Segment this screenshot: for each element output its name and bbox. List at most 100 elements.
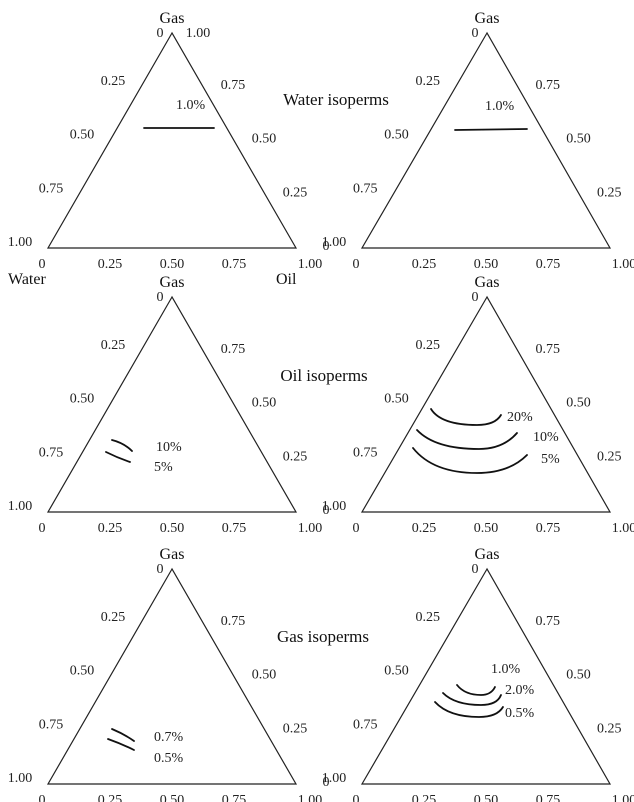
bottom-axis-tick: 0.25 (412, 793, 437, 802)
right-axis-tick: 0 (323, 775, 330, 790)
left-axis-tick: 0.25 (101, 338, 126, 353)
bottom-axis-tick: 1.00 (612, 257, 634, 272)
apex-value-left: 0 (472, 290, 479, 305)
left-axis-tick: 1.00 (8, 499, 33, 514)
isoperm: 1.0% (456, 662, 521, 696)
isoperm-label: 1.0% (491, 662, 521, 677)
isoperm-label: 2.0% (505, 683, 535, 698)
bottom-axis-tick: 0.75 (536, 521, 561, 536)
isoperm-curve (456, 684, 496, 696)
isoperm-curve (442, 692, 502, 706)
bottom-axis-tick: 0.50 (474, 257, 499, 272)
apex-value-left: 0 (157, 26, 164, 41)
bottom-axis-tick: 0.25 (98, 793, 123, 802)
isoperm-label: 0.5% (505, 706, 535, 721)
bottom-axis-tick: 0 (353, 257, 360, 272)
panel-oil-right: Gas00.250.500.751.000.750.500.25000.250.… (322, 274, 634, 536)
bottom-axis-tick: 0 (39, 257, 46, 272)
bottom-axis-tick: 1.00 (612, 521, 634, 536)
bottom-axis-tick: 0.75 (536, 257, 561, 272)
right-axis-tick: 0.25 (283, 185, 308, 200)
right-axis-tick: 0.50 (566, 396, 591, 411)
isoperm-curve (416, 429, 518, 450)
right-axis-tick: 0.25 (597, 721, 622, 736)
bottom-axis-tick: 0.75 (536, 793, 561, 802)
left-axis-tick: 0.50 (384, 128, 409, 143)
bottom-axis-tick: 0 (353, 793, 360, 802)
right-axis-tick: 0.25 (597, 185, 622, 200)
isoperm: 2.0% (442, 683, 535, 706)
right-axis-tick: 0.50 (252, 396, 277, 411)
right-axis-tick: 0.75 (536, 614, 561, 629)
left-axis-tick: 0.50 (70, 128, 95, 143)
isoperm: 5% (105, 451, 173, 475)
isoperm-label: 5% (154, 460, 173, 475)
bottom-axis-tick: 0.50 (474, 793, 499, 802)
isoperm-curve (111, 728, 135, 742)
left-axis-tick: 0.25 (101, 610, 126, 625)
isoperm-curve (434, 701, 504, 718)
isoperm: 1.0% (454, 99, 528, 131)
gas-apex-label: Gas (160, 10, 185, 27)
right-axis-tick: 0.75 (221, 342, 246, 357)
right-axis-tick: 0.50 (252, 668, 277, 683)
isoperm-label: 0.5% (154, 751, 184, 766)
gas-apex-label: Gas (160, 546, 185, 563)
bottom-axis-tick: 0.25 (412, 257, 437, 272)
panel-water-right: Gas00.250.500.751.000.750.500.25000.250.… (322, 10, 634, 272)
right-axis-tick: 0.75 (536, 342, 561, 357)
left-axis-tick: 0.50 (70, 664, 95, 679)
left-axis-tick: 1.00 (322, 771, 347, 786)
left-axis-tick: 0.50 (384, 392, 409, 407)
bottom-axis-tick: 0.25 (98, 257, 123, 272)
bottom-axis-tick: 0 (353, 521, 360, 536)
left-axis-tick: 1.00 (322, 235, 347, 250)
gas-apex-label: Gas (160, 274, 185, 291)
bottom-axis-tick: 1.00 (298, 257, 323, 272)
isoperm: 0.5% (107, 738, 184, 766)
isoperm-curve (454, 128, 528, 131)
right-axis-tick: 0 (323, 239, 330, 254)
bottom-axis-tick: 0.50 (474, 521, 499, 536)
ternary-triangle (46, 31, 298, 249)
left-axis-tick: 0.25 (416, 610, 441, 625)
left-axis-tick: 0.75 (353, 445, 378, 460)
isoperm: 0.7% (111, 728, 184, 745)
isoperm-curve (107, 738, 135, 751)
ternary-triangle (360, 295, 612, 513)
right-axis-tick: 0.50 (252, 132, 277, 147)
ternary-triangle (46, 295, 298, 513)
isoperm-label: 0.7% (154, 730, 184, 745)
left-axis-tick: 1.00 (8, 771, 33, 786)
isoperm-label: 20% (507, 410, 533, 425)
isoperm-label: 1.0% (176, 98, 206, 113)
bottom-axis-tick: 0.50 (160, 257, 185, 272)
apex-value-left: 0 (157, 290, 164, 305)
ternary-triangle (360, 31, 612, 249)
right-axis-tick: 0.25 (597, 449, 622, 464)
isoperm: 0.5% (434, 701, 535, 721)
left-axis-tick: 0.25 (101, 74, 126, 89)
gas-isoperms-title: Gas isoperms (277, 627, 369, 646)
left-axis-tick: 1.00 (322, 499, 347, 514)
bottom-axis-tick: 1.00 (298, 521, 323, 536)
left-axis-tick: 1.00 (8, 235, 33, 250)
isoperm-curve (430, 408, 502, 426)
gas-apex-label: Gas (475, 546, 500, 563)
left-axis-tick: 0.75 (39, 181, 64, 196)
right-axis-tick: 0.50 (566, 668, 591, 683)
isoperm: 1.0% (143, 98, 215, 129)
water-isoperms-title: Water isoperms (283, 90, 389, 109)
bottom-axis-tick: 0 (39, 793, 46, 802)
water-corner-label: Water (8, 271, 46, 288)
apex-value-right: 1.00 (186, 26, 211, 41)
left-axis-tick: 0.75 (353, 717, 378, 732)
isoperm-curve (105, 451, 131, 463)
bottom-axis-tick: 0.50 (160, 793, 185, 802)
bottom-axis-tick: 1.00 (612, 793, 634, 802)
bottom-axis-tick: 0.75 (222, 257, 247, 272)
isoperm-curve (412, 447, 528, 474)
panel-gas-right: Gas00.250.500.751.000.750.500.25000.250.… (322, 546, 634, 802)
